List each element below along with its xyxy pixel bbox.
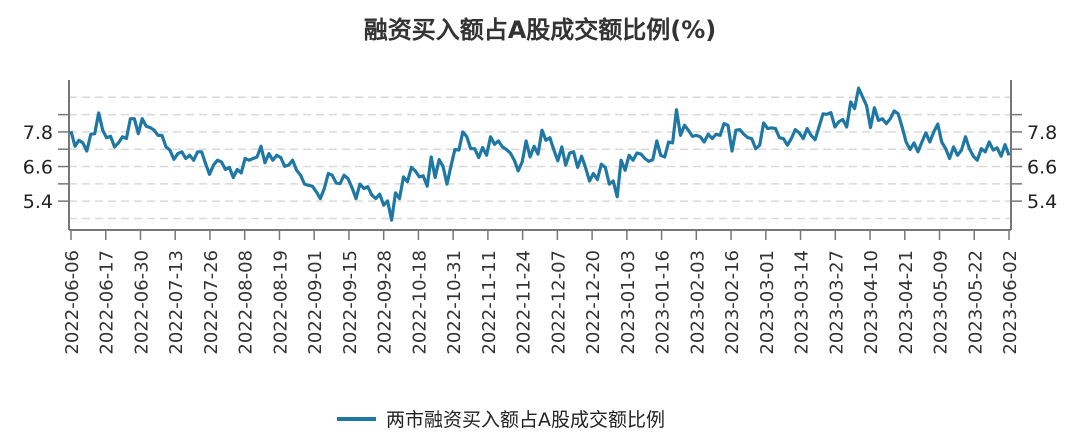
x-tick-label: 2022-06-06 xyxy=(62,250,83,355)
x-tick-label: 2022-08-19 xyxy=(270,250,291,355)
x-tick-label: 2023-05-09 xyxy=(931,250,952,355)
x-tick-label: 2022-10-31 xyxy=(444,250,465,355)
x-tick-label: 2023-02-16 xyxy=(722,250,743,355)
series-line xyxy=(69,86,1011,222)
x-tick-label: 2022-12-07 xyxy=(548,250,569,355)
x-tick-label: 2022-09-28 xyxy=(375,250,396,355)
x-tick-label: 2022-11-11 xyxy=(479,250,500,355)
x-tick-label: 2023-02-03 xyxy=(687,250,708,355)
y-tick-label-right: 7.8 xyxy=(1027,122,1057,144)
x-tick-label: 2023-05-22 xyxy=(965,250,986,355)
x-tick-label: 2023-04-21 xyxy=(896,250,917,355)
chart-title: 融资买入额占A股成交额比例(%) xyxy=(364,16,717,44)
x-tick-label: 2023-06-02 xyxy=(1000,250,1021,355)
x-tick-label: 2023-03-27 xyxy=(826,250,847,355)
series-layer xyxy=(69,86,1011,222)
x-tick-label: 2022-09-15 xyxy=(340,250,361,355)
x-tick-label: 2022-10-18 xyxy=(409,250,430,355)
x-ticks: 2022-06-06 2022-06-17 2022-06-30 2022-07-13… xyxy=(62,230,1021,355)
legend-label: 两市融资买入额占A股成交额比例 xyxy=(386,409,665,431)
legend: 两市融资买入额占A股成交额比例 xyxy=(337,409,665,431)
x-tick-label: 2023-03-14 xyxy=(792,250,813,355)
y-tick-label-left: 7.8 xyxy=(23,122,53,144)
x-tick-label: 2022-06-30 xyxy=(131,250,152,355)
x-tick-label: 2023-03-01 xyxy=(757,250,778,355)
x-tick-label: 2022-09-01 xyxy=(305,250,326,355)
y-tick-label-right: 5.4 xyxy=(1027,191,1057,213)
x-tick-label: 2022-06-17 xyxy=(97,250,118,355)
x-tick-label: 2022-08-08 xyxy=(236,250,257,355)
x-tick-label: 2022-07-26 xyxy=(201,250,222,355)
x-tick-label: 2023-04-10 xyxy=(861,250,882,355)
y-tick-label-right: 6.6 xyxy=(1027,157,1057,179)
x-tick-label: 2022-12-20 xyxy=(583,250,604,355)
x-tick-label: 2023-01-16 xyxy=(653,250,674,355)
y-ticks: 7.8 7.8 6.6 6.6 5.4 5.4 xyxy=(23,113,1057,213)
y-tick-label-left: 6.6 xyxy=(23,157,53,179)
y-tick-label-left: 5.4 xyxy=(23,191,53,213)
x-tick-label: 2022-07-13 xyxy=(166,250,187,355)
x-tick-label: 2023-01-03 xyxy=(618,250,639,355)
x-tick-label: 2022-11-24 xyxy=(514,250,535,355)
